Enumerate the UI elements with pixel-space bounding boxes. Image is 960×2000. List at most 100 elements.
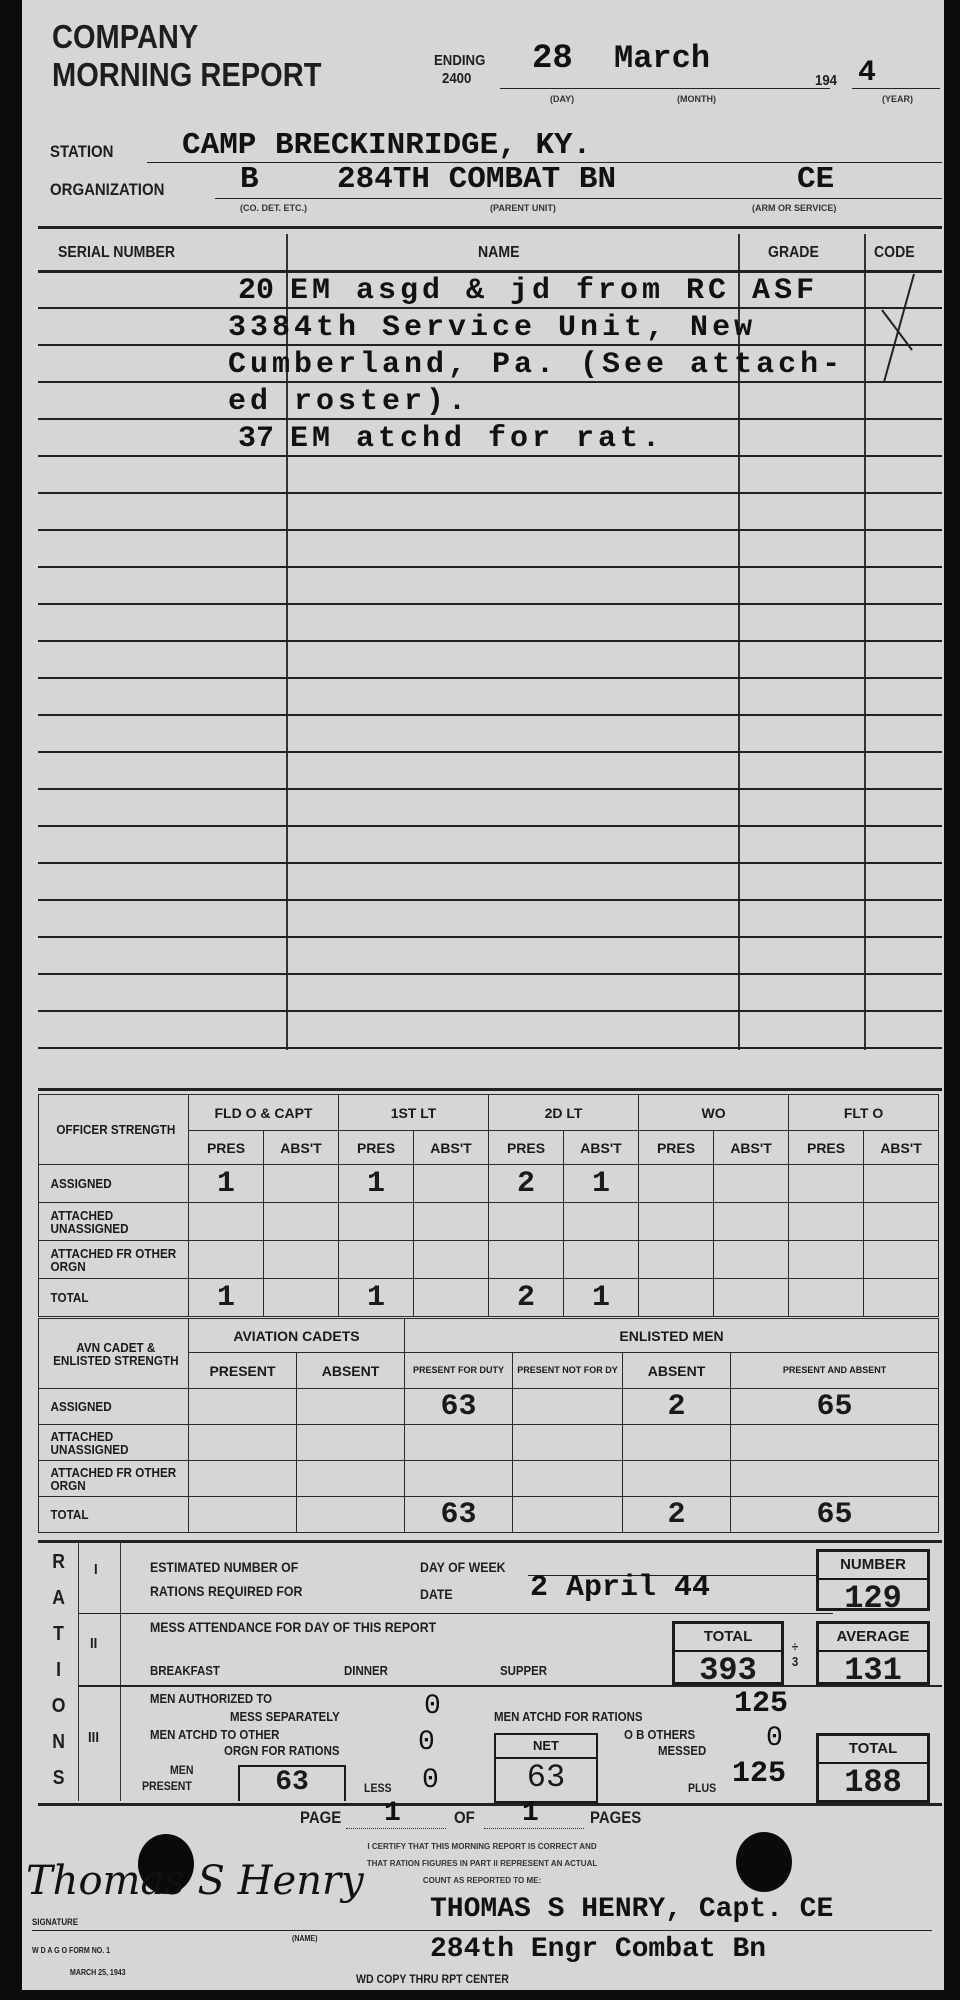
- page-label: PAGE: [300, 1808, 342, 1827]
- row-line: [38, 714, 942, 716]
- rations-letter: S: [52, 1767, 65, 1789]
- enlisted-count-cell: [512, 1460, 624, 1497]
- parent-unit-caption: (PARENT UNIT): [490, 203, 556, 213]
- pages-field: [484, 1828, 584, 1829]
- group-aviation-cadets: AVIATION CADETS: [187, 1318, 406, 1353]
- officer-row: ASSIGNED 1 1 2 1: [39, 1164, 940, 1203]
- row-line: [38, 825, 942, 827]
- col-divider: [78, 1543, 79, 1801]
- row-line: [38, 566, 942, 568]
- rations-letter: I: [56, 1659, 62, 1681]
- officer-row: TOTAL 1 1 2 1: [39, 1278, 940, 1317]
- number-label: NUMBER: [819, 1552, 927, 1580]
- dinner-label: DINNER: [344, 1663, 388, 1678]
- officer-strength-table: OFFICER STRENGTH FLD O & CAPT 1ST LT 2D …: [38, 1094, 940, 1317]
- narrative-entry: 3384th Service Unit, New: [228, 311, 757, 345]
- officer-subheader: ABS'T: [263, 1130, 339, 1165]
- enlisted-row-label: ATTACHED FR OTHER ORGN: [45, 1460, 182, 1497]
- officer-count-cell: 2: [488, 1278, 565, 1317]
- enlisted-subheader: ABSENT: [622, 1352, 732, 1389]
- men-present-value: 63: [275, 1767, 309, 1798]
- officer-count-cell: [713, 1164, 790, 1203]
- organization-parent-unit: 284TH COMBAT BN: [337, 162, 617, 197]
- narrative-table: SERIAL NUMBER NAME GRADE CODE 20 EM asgd …: [38, 234, 942, 1054]
- binder-hole-right: [736, 1832, 792, 1892]
- col-divider: [738, 234, 740, 1050]
- row-line: [38, 344, 942, 346]
- enlisted-count-cell: [622, 1460, 732, 1497]
- name-label: (NAME): [292, 1934, 318, 1943]
- row-line: [38, 640, 942, 642]
- officer-count-cell: [263, 1240, 339, 1279]
- net-box: NET 63: [494, 1733, 598, 1803]
- station-value: CAMP BRECKINRIDGE, KY.: [182, 128, 592, 163]
- rations-total-label: TOTAL: [819, 1736, 927, 1764]
- organization-company: B: [240, 162, 259, 197]
- group-enlisted-men: ENLISTED MEN: [404, 1318, 940, 1353]
- less-value: 0: [422, 1765, 439, 1796]
- row-line: [38, 973, 942, 975]
- enlisted-count-cell: [188, 1496, 297, 1533]
- officer-count-cell: [863, 1240, 940, 1279]
- officer-count-cell: [788, 1164, 865, 1203]
- section-divider: [38, 1088, 942, 1091]
- company-caption: (CO. DET. ETC.): [240, 203, 307, 213]
- enlisted-count-cell: [730, 1460, 940, 1497]
- enlisted-count-cell: 63: [404, 1496, 514, 1533]
- month-caption: (MONTH): [677, 94, 716, 104]
- officer-strength-title: OFFICER STRENGTH: [45, 1094, 182, 1165]
- enlisted-count-cell: [188, 1424, 297, 1461]
- enlisted-strength-table: AVN CADET & ENLISTED STRENGTH AVIATION C…: [38, 1318, 940, 1533]
- mess-total-label: TOTAL: [675, 1624, 781, 1652]
- enlisted-row: TOTAL 63 2 65: [39, 1496, 940, 1533]
- officer-count-cell: [412, 1240, 490, 1279]
- row-line: [38, 899, 942, 901]
- number-box: NUMBER 129: [816, 1549, 930, 1617]
- divide-by-three: ÷ 3: [791, 1639, 799, 1669]
- col-divider: [286, 234, 288, 1050]
- group-2d-lt: 2D LT: [488, 1094, 640, 1131]
- certification-line1: I CERTIFY THAT THIS MORNING REPORT IS CO…: [367, 1842, 597, 1851]
- signature-label: SIGNATURE: [32, 1917, 79, 1927]
- average-box: AVERAGE 131: [816, 1621, 930, 1689]
- row-line: [38, 381, 942, 383]
- page-number: 1: [384, 1798, 401, 1829]
- officer-count-cell: [412, 1202, 490, 1241]
- enlisted-count-cell: [512, 1388, 624, 1425]
- men-present-label-line2: PRESENT: [142, 1779, 192, 1793]
- officer-row-label: ASSIGNED: [45, 1164, 182, 1203]
- net-label: NET: [496, 1735, 596, 1759]
- officer-count-cell: [263, 1164, 339, 1203]
- row-line: [38, 1047, 942, 1049]
- station-label: STATION: [50, 142, 114, 161]
- narrative-entry: EM asgd & jd from RC ASF: [290, 274, 819, 308]
- report-day: 28: [532, 40, 573, 78]
- year-prefix: 194: [815, 72, 838, 89]
- part1-label-line1: ESTIMATED NUMBER OF: [150, 1559, 299, 1575]
- enlisted-count-cell: [295, 1460, 406, 1497]
- officer-subheader: ABS'T: [863, 1130, 940, 1165]
- officer-count-cell: [638, 1202, 715, 1241]
- officer-count-cell: 1: [563, 1278, 640, 1317]
- col-grade: GRADE: [768, 244, 819, 261]
- rations-letter: A: [52, 1587, 65, 1609]
- officer-count-cell: [563, 1202, 640, 1241]
- officer-count-cell: [788, 1278, 865, 1317]
- binder-hole-left: [138, 1834, 194, 1894]
- row-line: [38, 788, 942, 790]
- enlisted-count-cell: 65: [730, 1496, 940, 1533]
- mess-total-box: TOTAL 393: [672, 1621, 784, 1689]
- mess-attendance-label: MESS ATTENDANCE FOR DAY OF THIS REPORT: [150, 1619, 437, 1635]
- certification-line3: COUNT AS REPORTED TO ME:: [422, 1876, 542, 1885]
- officer-count-cell: [488, 1202, 565, 1241]
- officer-count-cell: [263, 1278, 339, 1317]
- part1-numeral: I: [94, 1561, 98, 1578]
- rations-total-box: TOTAL 188: [816, 1733, 930, 1803]
- enlisted-subheader: PRESENT FOR DUTY: [404, 1352, 514, 1389]
- form-number: W D A G O FORM NO. 1: [32, 1946, 111, 1955]
- day-of-week-field: [528, 1575, 818, 1576]
- page-field: [346, 1828, 446, 1829]
- officer-count-cell: [338, 1240, 414, 1279]
- officer-row-label: TOTAL: [45, 1278, 182, 1317]
